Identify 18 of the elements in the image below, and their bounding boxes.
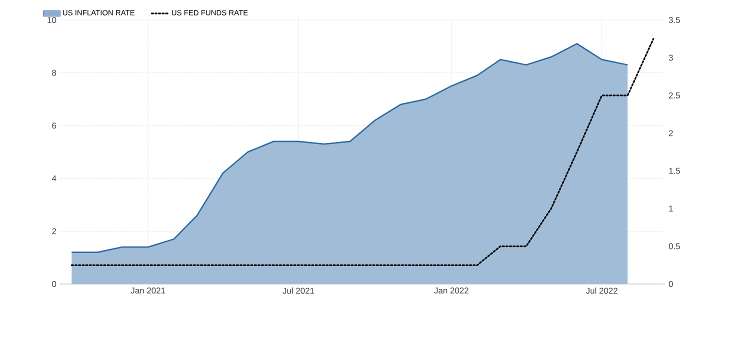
y2-tick-label: 2 [668, 130, 673, 136]
y2-tick-label: 1 [669, 206, 673, 212]
y2-tick-label: 3.5 [668, 17, 680, 23]
y2-tick-label: 2.5 [668, 92, 680, 98]
y-tick-label: 8 [52, 70, 56, 76]
y2-tick-label: 0.5 [668, 243, 680, 250]
y-tick-label: 4 [52, 175, 56, 182]
y2-tick-label: 0 [668, 281, 673, 287]
y-tick-label: 6 [52, 122, 56, 129]
y-tick-label: 2 [52, 228, 56, 234]
y2-tick-label: 1.5 [669, 168, 680, 174]
y-tick-label: 10 [48, 17, 56, 23]
y-tick-label: 0 [52, 281, 56, 287]
y2-tick-label: 3 [668, 54, 673, 61]
x-tick-label: Jul 2021 [282, 288, 314, 294]
x-tick-label: Jan 2022 [434, 288, 468, 294]
x-tick-label: Jul 2022 [586, 288, 618, 294]
x-tick-label: Jan 2021 [130, 288, 166, 294]
